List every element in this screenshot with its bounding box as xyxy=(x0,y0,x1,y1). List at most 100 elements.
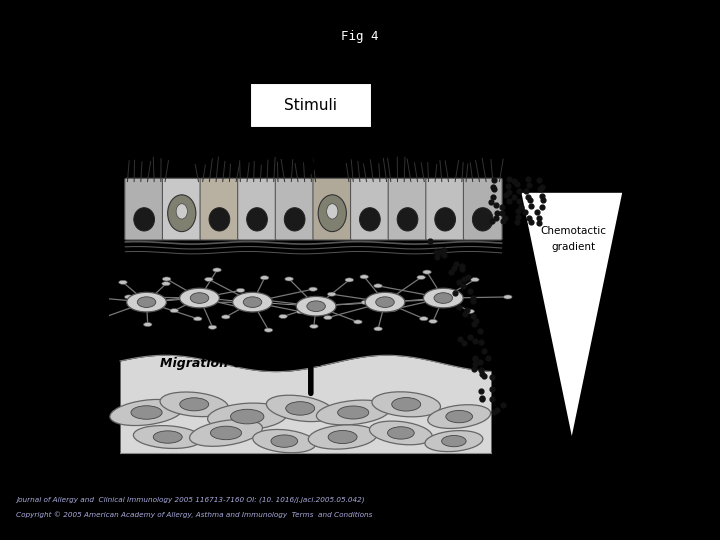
Ellipse shape xyxy=(374,327,382,331)
Point xyxy=(502,182,513,191)
FancyBboxPatch shape xyxy=(250,83,372,129)
Ellipse shape xyxy=(210,426,242,440)
Point xyxy=(486,217,498,226)
Point xyxy=(476,369,487,378)
Ellipse shape xyxy=(222,315,230,319)
Ellipse shape xyxy=(446,410,472,423)
Ellipse shape xyxy=(327,204,338,219)
Ellipse shape xyxy=(209,208,230,231)
Point xyxy=(474,387,486,395)
Ellipse shape xyxy=(207,403,287,430)
Point xyxy=(490,201,502,210)
Point xyxy=(430,248,441,256)
Point xyxy=(531,207,542,216)
Ellipse shape xyxy=(189,420,263,447)
Point xyxy=(523,181,534,190)
FancyBboxPatch shape xyxy=(388,178,427,240)
Text: Migration of ASMC: Migration of ASMC xyxy=(161,357,292,370)
Ellipse shape xyxy=(180,398,209,411)
Point xyxy=(456,265,467,273)
Point xyxy=(464,333,476,342)
Point xyxy=(469,360,481,368)
Ellipse shape xyxy=(365,292,405,312)
Point xyxy=(486,394,498,403)
FancyBboxPatch shape xyxy=(426,178,464,240)
Ellipse shape xyxy=(429,319,437,323)
Point xyxy=(519,207,531,216)
Point xyxy=(515,202,526,211)
Point xyxy=(523,213,535,222)
Point xyxy=(431,253,442,261)
Point xyxy=(523,175,534,184)
Ellipse shape xyxy=(387,427,414,439)
Point xyxy=(479,372,490,380)
Ellipse shape xyxy=(266,395,334,422)
Ellipse shape xyxy=(361,300,369,305)
Ellipse shape xyxy=(360,275,369,279)
Ellipse shape xyxy=(87,320,96,324)
Point xyxy=(498,217,509,225)
Ellipse shape xyxy=(279,314,287,319)
Point xyxy=(482,354,494,363)
Ellipse shape xyxy=(307,301,325,312)
Ellipse shape xyxy=(397,208,418,231)
Point xyxy=(462,273,474,281)
Ellipse shape xyxy=(134,208,155,231)
Ellipse shape xyxy=(127,292,166,312)
Ellipse shape xyxy=(471,278,479,282)
Ellipse shape xyxy=(425,430,483,451)
Point xyxy=(499,213,510,222)
Ellipse shape xyxy=(162,282,170,286)
Ellipse shape xyxy=(190,293,209,303)
Point xyxy=(485,198,497,206)
Point xyxy=(468,364,480,373)
Ellipse shape xyxy=(434,293,453,303)
Point xyxy=(536,183,548,191)
Ellipse shape xyxy=(372,392,441,417)
Ellipse shape xyxy=(248,308,256,312)
Ellipse shape xyxy=(426,298,434,302)
Ellipse shape xyxy=(472,208,493,231)
Point xyxy=(520,187,531,195)
Point xyxy=(449,264,460,273)
Ellipse shape xyxy=(119,280,127,285)
FancyBboxPatch shape xyxy=(163,178,201,240)
Ellipse shape xyxy=(110,400,183,426)
Text: Journal of Allergy and  Clinical Immunology 2005 116713-7160 OI: (10. 1016/j.jac: Journal of Allergy and Clinical Immunolo… xyxy=(16,496,364,503)
Point xyxy=(488,185,500,193)
Point xyxy=(500,191,511,199)
Ellipse shape xyxy=(308,425,377,449)
Ellipse shape xyxy=(247,208,267,231)
Point xyxy=(496,208,508,217)
Point xyxy=(476,395,487,403)
Point xyxy=(511,218,523,226)
Ellipse shape xyxy=(204,278,213,281)
Point xyxy=(464,287,476,295)
Ellipse shape xyxy=(389,307,397,312)
Point xyxy=(469,354,481,363)
Ellipse shape xyxy=(253,429,316,453)
Ellipse shape xyxy=(243,297,262,307)
Ellipse shape xyxy=(153,431,182,443)
Point xyxy=(487,193,498,201)
Point xyxy=(450,259,462,268)
Text: Stimuli: Stimuli xyxy=(284,98,337,113)
Ellipse shape xyxy=(369,421,432,445)
Point xyxy=(486,384,498,393)
Ellipse shape xyxy=(435,208,456,231)
Ellipse shape xyxy=(138,297,156,307)
Point xyxy=(524,196,536,205)
Point xyxy=(488,408,500,417)
Point xyxy=(525,202,536,211)
Point xyxy=(496,202,508,211)
FancyBboxPatch shape xyxy=(464,178,502,240)
Point xyxy=(513,207,524,215)
Point xyxy=(487,183,498,191)
Point xyxy=(434,247,446,256)
FancyBboxPatch shape xyxy=(125,178,163,240)
Ellipse shape xyxy=(230,409,264,424)
Point xyxy=(533,214,544,222)
Ellipse shape xyxy=(323,315,332,320)
Ellipse shape xyxy=(286,402,315,415)
Ellipse shape xyxy=(328,292,336,296)
